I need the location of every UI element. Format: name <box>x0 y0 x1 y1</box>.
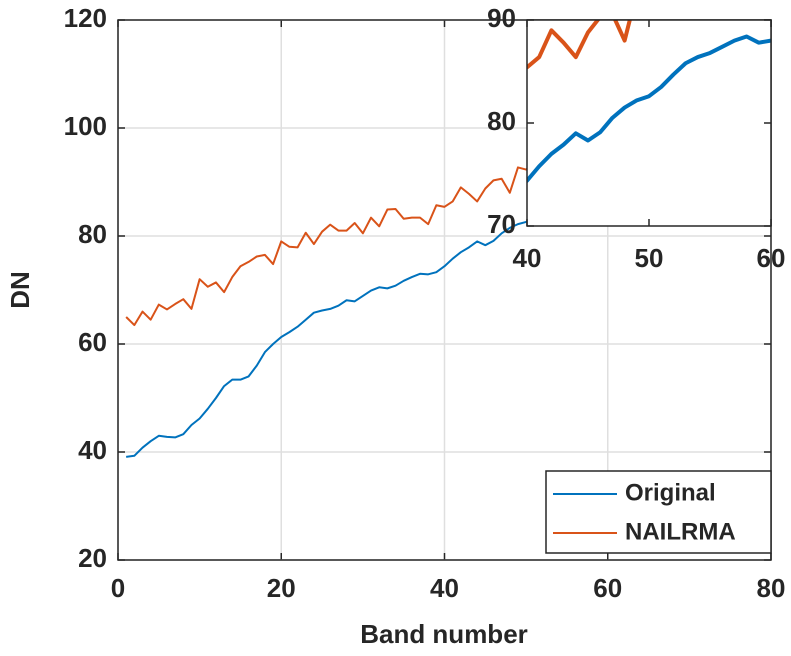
axes-box <box>117 19 772 561</box>
axes-1: 40 50 60 70 80 90 <box>487 3 785 273</box>
x-tick-label: 60 <box>593 573 622 603</box>
legend-label: Original <box>625 479 716 506</box>
x-tick-label: 80 <box>757 573 786 603</box>
y-tick-label: 60 <box>78 327 107 357</box>
x-tick-label: 60 <box>757 243 786 273</box>
y-axis-label: DN <box>5 271 35 309</box>
x-tick-label: 0 <box>111 573 125 603</box>
x-tick-label: 40 <box>430 573 459 603</box>
legend-box <box>545 470 772 554</box>
x-axis-label: Band number <box>360 619 528 649</box>
axes-box <box>526 19 772 227</box>
y-tick-label: 100 <box>64 111 107 141</box>
plot-area <box>527 20 771 226</box>
y-tick-label: 80 <box>78 219 107 249</box>
y-tick-label: 120 <box>64 3 107 33</box>
x-tick-label: 50 <box>635 243 664 273</box>
legend: Original NAILRMA <box>545 470 772 554</box>
series-line <box>527 34 771 184</box>
x-tick-label: 40 <box>513 243 542 273</box>
y-tick-label: 40 <box>78 435 107 465</box>
x-tick-label: 20 <box>267 573 296 603</box>
y-tick-label: 20 <box>78 543 107 573</box>
legend-label: NAILRMA <box>625 518 736 545</box>
y-tick-label: 80 <box>487 106 516 136</box>
y-tick-label: 90 <box>487 3 516 33</box>
y-tick-label: 70 <box>487 209 516 239</box>
